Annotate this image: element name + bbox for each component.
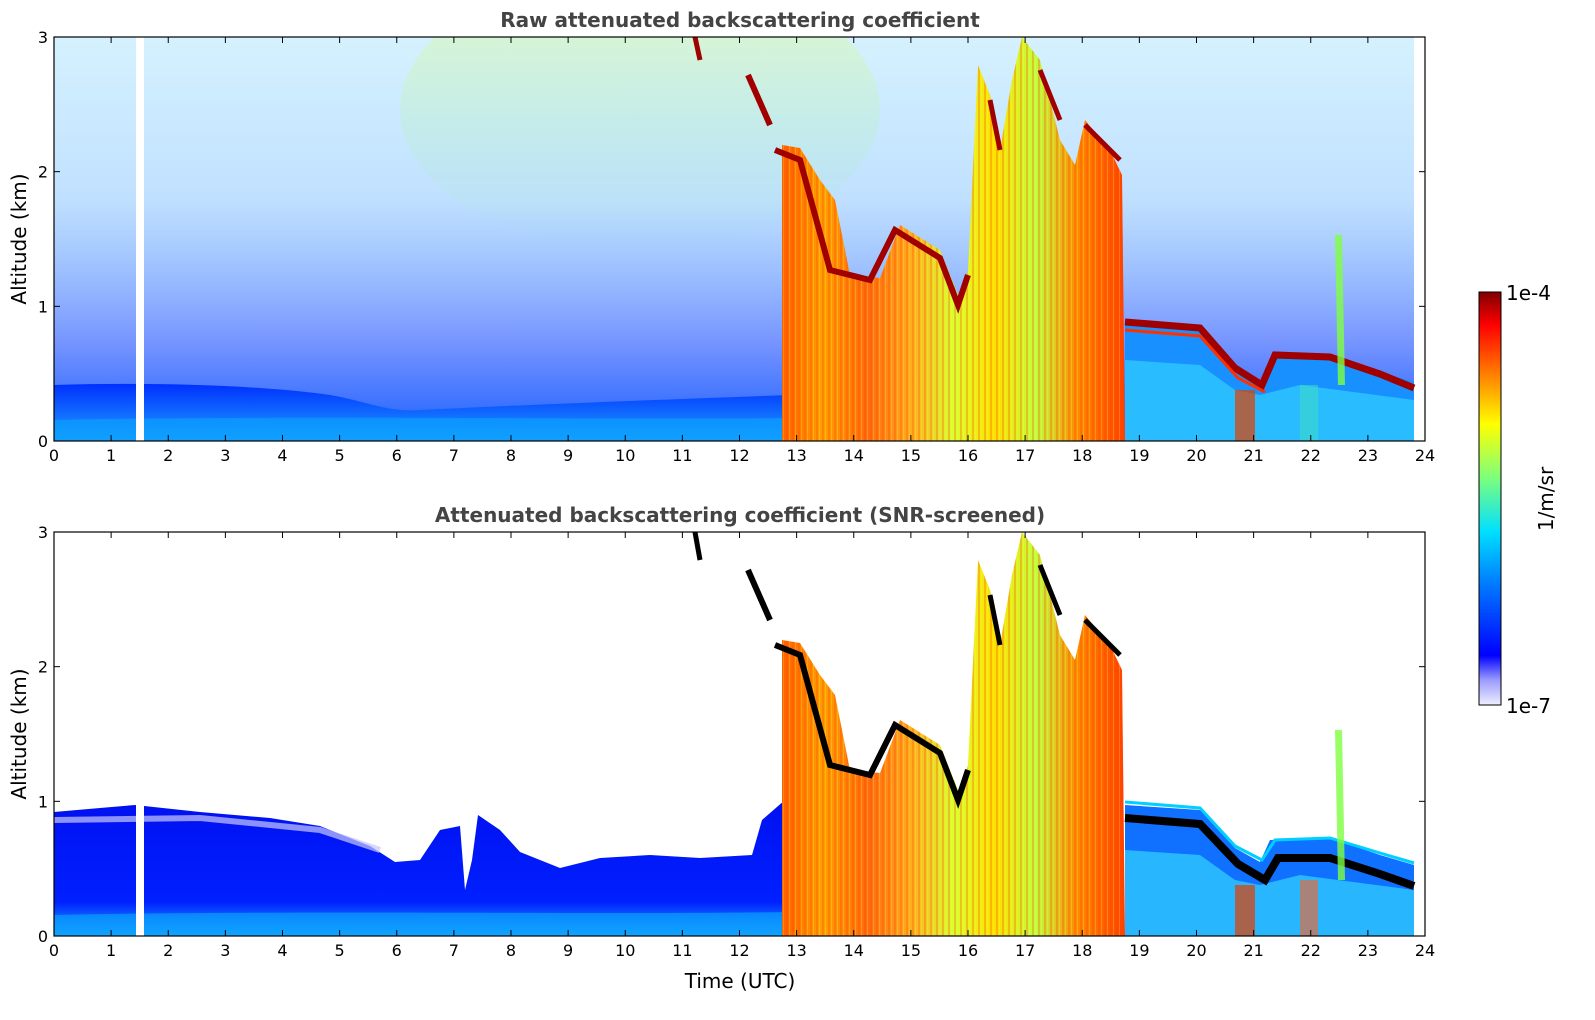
x-tick-label: 9 bbox=[563, 941, 573, 960]
raw-cloud-base-line bbox=[745, 73, 971, 314]
x-tick-label: 3 bbox=[220, 446, 230, 465]
x-tick-label: 0 bbox=[49, 941, 59, 960]
x-tick-label: 16 bbox=[958, 941, 978, 960]
x-tick-label: 2 bbox=[163, 941, 173, 960]
screened-cloud-base-line bbox=[745, 568, 971, 809]
x-tick-label: 7 bbox=[449, 446, 459, 465]
x-tick-label: 0 bbox=[49, 446, 59, 465]
panel-screened-xlabel: Time (UTC) bbox=[684, 969, 796, 993]
x-tick-label: 17 bbox=[1015, 446, 1035, 465]
panel-screened-heatmap bbox=[54, 532, 1425, 936]
x-tick-label: 20 bbox=[1186, 941, 1206, 960]
x-tick-label: 4 bbox=[277, 941, 287, 960]
x-tick-label: 21 bbox=[1243, 446, 1263, 465]
colorbar-unit-label: 1/m/sr bbox=[1534, 466, 1558, 531]
x-tick-label: 23 bbox=[1358, 941, 1378, 960]
y-tick-label: 0 bbox=[38, 927, 48, 946]
x-tick-label: 15 bbox=[901, 446, 921, 465]
panel-screened-yticks: 0 1 2 3 bbox=[38, 523, 1425, 946]
y-tick-label: 1 bbox=[38, 792, 48, 811]
y-tick-label: 1 bbox=[38, 297, 48, 316]
x-tick-label: 11 bbox=[672, 446, 692, 465]
y-tick-label: 2 bbox=[38, 163, 48, 182]
screened-aerosol-layer bbox=[54, 800, 790, 936]
y-tick-label: 3 bbox=[38, 28, 48, 47]
x-tick-label: 6 bbox=[392, 446, 402, 465]
x-tick-label: 6 bbox=[392, 941, 402, 960]
x-tick-label: 19 bbox=[1129, 446, 1149, 465]
x-tick-label: 22 bbox=[1301, 446, 1321, 465]
x-tick-label: 11 bbox=[672, 941, 692, 960]
raw-low-cloud-line bbox=[1124, 318, 1416, 392]
x-tick-label: 5 bbox=[335, 941, 345, 960]
panel-raw-heatmap bbox=[54, 37, 1425, 441]
x-tick-label: 15 bbox=[901, 941, 921, 960]
x-tick-label: 10 bbox=[615, 446, 635, 465]
screened-low-cloud-line bbox=[1124, 814, 1416, 890]
x-tick-label: 12 bbox=[729, 446, 749, 465]
screened-data-gap bbox=[136, 532, 144, 936]
x-tick-label: 1 bbox=[106, 941, 116, 960]
x-tick-label: 17 bbox=[1015, 941, 1035, 960]
x-tick-label: 9 bbox=[563, 446, 573, 465]
panel-raw-xticks: 0 1 2 3 4 5 6 7 8 9 10 11 12 13 14 15 16 17 18 19 20 21 22 23 24 bbox=[49, 37, 1435, 465]
x-tick-label: 20 bbox=[1186, 446, 1206, 465]
x-tick-label: 18 bbox=[1072, 941, 1092, 960]
x-tick-label: 14 bbox=[844, 446, 864, 465]
y-tick-label: 3 bbox=[38, 523, 48, 542]
x-tick-label: 7 bbox=[449, 941, 459, 960]
x-tick-label: 18 bbox=[1072, 446, 1092, 465]
raw-noise-greenish bbox=[400, 37, 880, 250]
x-tick-label: 12 bbox=[729, 941, 749, 960]
x-tick-label: 16 bbox=[958, 446, 978, 465]
panel-raw-title: Raw attenuated backscattering coefficien… bbox=[500, 8, 980, 32]
panel-screened: Attenuated backscattering coefficient (S… bbox=[7, 503, 1435, 993]
panel-screened-xticks: 0 1 2 3 4 5 6 7 8 9 10 11 12 13 14 15 16 17 18 19 20 21 22 23 24 bbox=[49, 532, 1435, 960]
x-tick-label: 5 bbox=[335, 446, 345, 465]
raw-data-gap bbox=[136, 37, 144, 441]
x-tick-label: 10 bbox=[615, 941, 635, 960]
panel-raw-ylabel: Altitude (km) bbox=[7, 173, 31, 304]
colorbar-min-label: 1e-7 bbox=[1506, 694, 1551, 718]
x-tick-label: 13 bbox=[786, 446, 806, 465]
x-tick-label: 2 bbox=[163, 446, 173, 465]
colorbar-gradient bbox=[1478, 291, 1502, 706]
panel-raw: Raw attenuated backscattering coefficien… bbox=[7, 8, 1435, 465]
x-tick-label: 8 bbox=[506, 446, 516, 465]
x-tick-label: 19 bbox=[1129, 941, 1149, 960]
x-tick-label: 8 bbox=[506, 941, 516, 960]
x-tick-label: 21 bbox=[1243, 941, 1263, 960]
x-tick-label: 14 bbox=[844, 941, 864, 960]
x-tick-label: 24 bbox=[1415, 941, 1435, 960]
x-tick-label: 1 bbox=[106, 446, 116, 465]
x-tick-label: 3 bbox=[220, 941, 230, 960]
x-tick-label: 4 bbox=[277, 446, 287, 465]
x-tick-label: 22 bbox=[1301, 941, 1321, 960]
colorbar: 1e-4 1e-7 1/m/sr bbox=[1478, 281, 1558, 718]
colorbar-max-label: 1e-4 bbox=[1506, 281, 1551, 305]
y-tick-label: 0 bbox=[38, 432, 48, 451]
panel-raw-yticks: 0 1 2 3 bbox=[38, 28, 1425, 451]
panel-screened-ylabel: Altitude (km) bbox=[7, 668, 31, 799]
x-tick-label: 24 bbox=[1415, 446, 1435, 465]
x-tick-label: 13 bbox=[786, 941, 806, 960]
panel-screened-title: Attenuated backscattering coefficient (S… bbox=[435, 503, 1045, 527]
y-tick-label: 2 bbox=[38, 658, 48, 677]
x-tick-label: 23 bbox=[1358, 446, 1378, 465]
